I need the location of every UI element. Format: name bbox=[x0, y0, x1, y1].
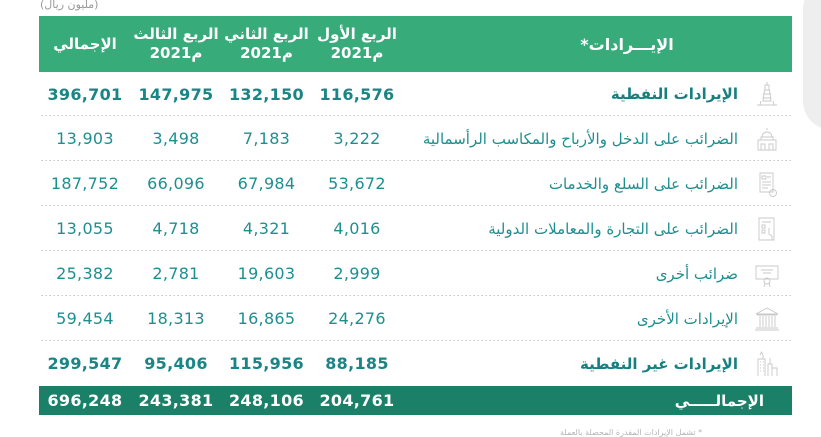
cell-total: 25,382 bbox=[56, 264, 114, 283]
grand-total-q2: 248,106 bbox=[229, 391, 304, 410]
cell-total: 13,055 bbox=[56, 219, 114, 238]
cell-q2: 67,984 bbox=[237, 174, 296, 193]
row-label: الضرائب على التجارة والمعاملات الدولية bbox=[402, 215, 792, 243]
header-total: الإجمالي bbox=[53, 34, 117, 53]
cell-total: 13,903 bbox=[56, 129, 114, 148]
cell-q1: 3,222 bbox=[333, 129, 381, 148]
oil-rig-icon bbox=[754, 80, 780, 108]
grand-total-label-text: الإجمالـــــي bbox=[674, 391, 764, 410]
cell-q2: 16,865 bbox=[237, 309, 296, 328]
table-row: 299,547 95,406 115,956 88,185 الإيرادات … bbox=[39, 341, 792, 386]
cell-q1: 24,276 bbox=[328, 309, 386, 328]
header-q2: الربع الثاني 2021م bbox=[221, 25, 312, 63]
table-header: الإجمالي الربع الثالث 2021م الربع الثاني… bbox=[39, 16, 792, 72]
cell-q2: 19,603 bbox=[237, 264, 296, 283]
cell-q2: 7,183 bbox=[242, 129, 291, 148]
row-label-text: الإيرادات غير النفطية bbox=[580, 354, 738, 373]
cell-q1: 2,999 bbox=[333, 264, 381, 283]
row-label-text: الإيرادات النفطية bbox=[610, 85, 738, 103]
cell-q1: 53,672 bbox=[328, 174, 386, 193]
row-label-text: الضرائب على التجارة والمعاملات الدولية bbox=[488, 219, 738, 238]
grand-total-row: 696,248 243,381 248,106 204,761 الإجمالـ… bbox=[39, 386, 792, 415]
table-row: 13,055 4,718 4,321 4,016 الضرائب على الت… bbox=[39, 206, 792, 251]
cell-q2: 132,150 bbox=[229, 84, 304, 104]
tablet-touch-icon bbox=[754, 215, 780, 243]
row-label-text: الإيرادات الأخرى bbox=[636, 309, 738, 328]
side-decoration bbox=[803, 0, 821, 130]
table-row: 25,382 2,781 19,603 2,999 ضرائب أخرى bbox=[39, 251, 792, 296]
cell-q3: 147,975 bbox=[138, 84, 214, 104]
cell-q1: 88,185 bbox=[325, 354, 389, 373]
bank-building-icon bbox=[754, 305, 780, 333]
cell-q2: 115,956 bbox=[229, 354, 304, 373]
cell-q2: 4,321 bbox=[242, 219, 291, 238]
cell-total: 187,752 bbox=[50, 174, 120, 193]
header-q1: الربع الأول 2021م bbox=[312, 25, 402, 63]
header-q2-label: الربع الثاني bbox=[224, 25, 309, 43]
cell-q1: 116,576 bbox=[319, 84, 395, 104]
row-label: الإيرادات النفطية bbox=[402, 80, 792, 108]
header-q3-label: الربع الثالث bbox=[133, 25, 219, 43]
unit-note: (مليون ريال) bbox=[40, 0, 99, 11]
footnote: * تشمل الإيرادات المقدرة المحصلة بالعملة bbox=[560, 428, 703, 437]
cell-q3: 66,096 bbox=[147, 174, 205, 193]
header-q1-year: 2021م bbox=[330, 44, 384, 62]
grand-total-total: 696,248 bbox=[47, 391, 123, 410]
header-q1-label: الربع الأول bbox=[317, 25, 397, 43]
row-label-text: ضرائب أخرى bbox=[655, 264, 738, 283]
city-skyline-icon bbox=[754, 350, 780, 378]
cell-q1: 4,016 bbox=[333, 219, 381, 238]
cell-q3: 2,781 bbox=[152, 264, 200, 283]
table-row: 187,752 66,096 67,984 53,672 الضرائب على… bbox=[39, 161, 792, 206]
grand-total-label: الإجمالـــــي bbox=[402, 392, 792, 410]
certificate-icon bbox=[754, 260, 780, 288]
header-q3: الربع الثالث 2021م bbox=[131, 25, 221, 63]
cell-total: 396,701 bbox=[47, 84, 123, 104]
cell-q3: 4,718 bbox=[152, 219, 200, 238]
revenue-table: الإجمالي الربع الثالث 2021م الربع الثاني… bbox=[39, 16, 792, 415]
invoice-document-icon bbox=[754, 170, 780, 198]
cell-q3: 95,406 bbox=[144, 354, 208, 373]
header-q2-year: 2021م bbox=[240, 44, 293, 62]
header-revenues: الإيـــرادات* bbox=[580, 34, 674, 54]
grand-total-q1: 204,761 bbox=[319, 391, 395, 410]
table-row: 396,701 147,975 132,150 116,576 الإيرادا… bbox=[39, 72, 792, 116]
cell-q3: 18,313 bbox=[147, 309, 205, 328]
row-label-text: الضرائب على الدخل والأرباح والمكاسب الرأ… bbox=[422, 129, 738, 148]
table-row: 59,454 18,313 16,865 24,276 الإيرادات ال… bbox=[39, 296, 792, 341]
grand-total-q3: 243,381 bbox=[138, 391, 214, 410]
row-label: الضرائب على الدخل والأرباح والمكاسب الرأ… bbox=[402, 125, 792, 153]
cell-total: 59,454 bbox=[56, 309, 114, 328]
table-row: 13,903 3,498 7,183 3,222 الضرائب على الد… bbox=[39, 116, 792, 161]
cell-q3: 3,498 bbox=[152, 129, 200, 148]
header-q3-year: 2021م bbox=[149, 44, 203, 62]
row-label: ضرائب أخرى bbox=[402, 260, 792, 288]
row-label: الإيرادات غير النفطية bbox=[402, 350, 792, 378]
cell-total: 299,547 bbox=[47, 354, 123, 373]
row-label-text: الضرائب على السلع والخدمات bbox=[548, 174, 738, 193]
building-dome-icon bbox=[754, 125, 780, 153]
row-label: الضرائب على السلع والخدمات bbox=[402, 170, 792, 198]
row-label: الإيرادات الأخرى bbox=[402, 305, 792, 333]
